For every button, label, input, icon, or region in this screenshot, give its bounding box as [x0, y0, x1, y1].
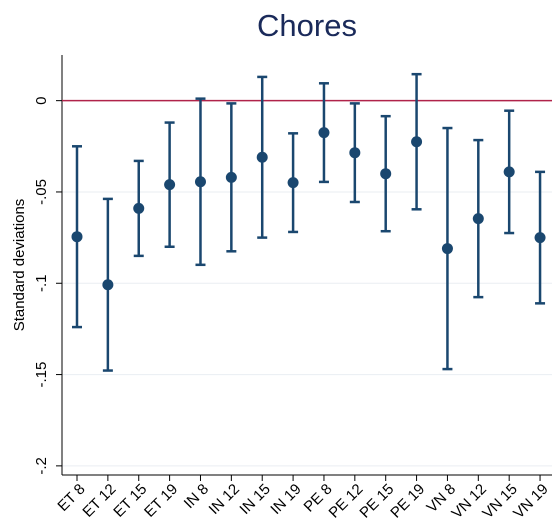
error-bar [256, 75, 268, 239]
x-tick-label: PE 15 [356, 481, 397, 522]
chart-title: Chores [257, 8, 357, 43]
error-bar [194, 97, 206, 267]
point [194, 176, 206, 188]
point [411, 136, 423, 148]
error-bar [287, 132, 299, 234]
point [349, 147, 361, 159]
error-bar [472, 138, 484, 299]
error-bar [349, 102, 361, 204]
point [256, 151, 268, 163]
y-tick-label: 0 [33, 96, 50, 104]
x-tick-label: PE 12 [326, 481, 367, 522]
x-tick-label: IN 19 [267, 481, 304, 518]
point [503, 166, 515, 178]
x-tick-label: ET 12 [79, 481, 119, 521]
point [71, 231, 83, 243]
error-bar [102, 197, 114, 372]
error-bar [534, 170, 546, 305]
error-bar [318, 82, 330, 184]
point [287, 177, 299, 189]
error-bar [71, 145, 83, 329]
error-bar [411, 72, 423, 211]
y-tick-label: -.15 [33, 362, 50, 388]
point [318, 127, 330, 139]
point [534, 232, 546, 244]
point [472, 213, 484, 225]
point [441, 243, 453, 255]
y-tick-label: -.2 [33, 457, 50, 475]
x-tick-label: IN 15 [236, 481, 273, 518]
error-bar [380, 114, 392, 233]
error-bar [164, 121, 176, 248]
x-tick-label: ET 15 [110, 481, 150, 521]
error-bar [225, 102, 237, 253]
error-bar [133, 159, 145, 258]
point [225, 171, 237, 183]
point [164, 179, 176, 191]
x-tick-label: VN 19 [510, 481, 552, 523]
y-axis-label: Standard deviations [11, 199, 28, 332]
point [102, 279, 114, 291]
error-bar [441, 126, 453, 371]
x-tick-label: IN 12 [206, 481, 243, 518]
y-tick-label: -.1 [33, 275, 50, 293]
x-tick-label: PE 19 [387, 481, 428, 522]
point [380, 168, 392, 180]
y-tick-label: -.05 [33, 179, 50, 205]
error-bar [503, 109, 515, 235]
x-tick-label: ET 19 [141, 481, 181, 521]
point [133, 202, 145, 214]
